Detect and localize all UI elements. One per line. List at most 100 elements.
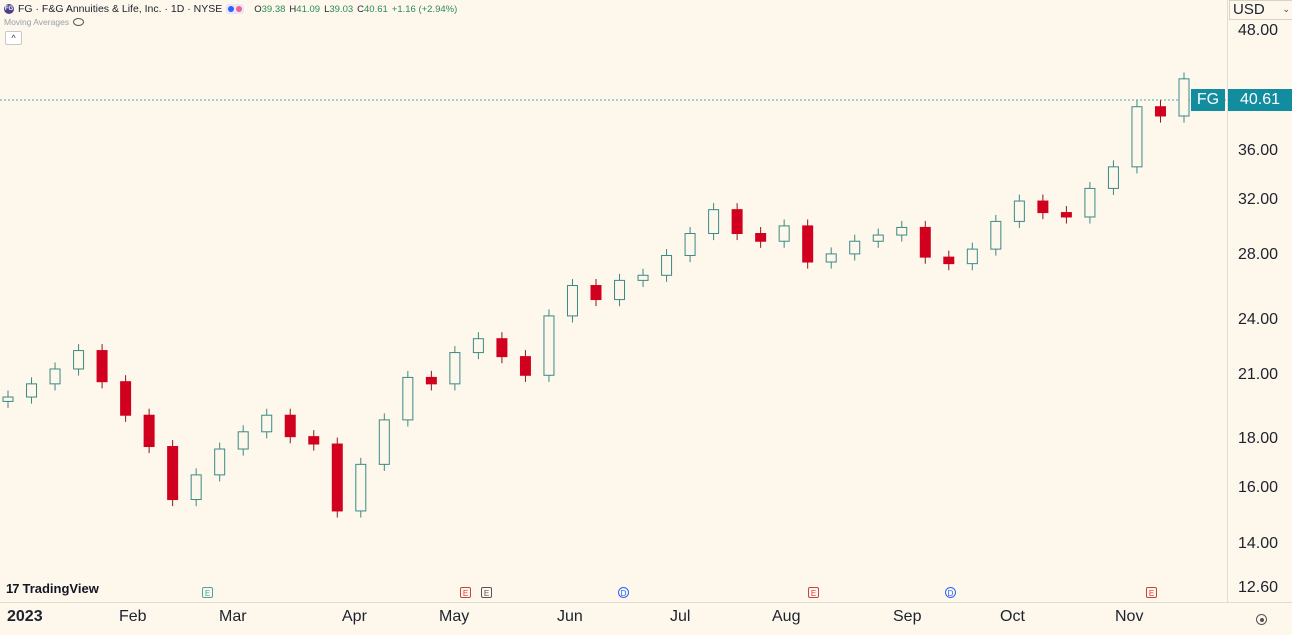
time-tick: Sep (893, 608, 922, 625)
earnings-marker[interactable]: E (1146, 587, 1157, 598)
indicator-label: Moving Averages (4, 17, 70, 27)
candle-down (120, 381, 132, 416)
candle-up (261, 414, 273, 433)
candle-down (1154, 106, 1166, 117)
candle-up (966, 248, 978, 265)
price-tick: 32.00 (1238, 191, 1279, 208)
candle-up (190, 474, 202, 501)
candle-down (331, 443, 343, 512)
legend-header: FG FG · F&G Annuities & Life, Inc. · 1D … (4, 2, 457, 16)
time-tick-year: 2023 (7, 608, 43, 625)
candle-up (637, 274, 649, 281)
candle-up (378, 419, 390, 465)
tradingview-wordmark: TradingView (22, 581, 99, 596)
price-tick: 48.00 (1238, 22, 1279, 39)
time-axis[interactable] (0, 602, 1292, 635)
time-tick: Aug (772, 608, 801, 625)
candle-down (308, 436, 320, 445)
tradingview-mark-icon: 17 (6, 581, 20, 596)
candle-up (990, 220, 1002, 250)
candlestick-plot[interactable] (0, 0, 1227, 602)
candle-up (566, 285, 578, 317)
candle-down (167, 446, 179, 501)
candle-up (1084, 187, 1096, 218)
candle-up (614, 279, 626, 301)
last-price-label: 40.61 (1228, 89, 1292, 111)
time-tick: Jun (557, 608, 583, 625)
collapse-legend-button[interactable]: ^ (5, 31, 22, 45)
earnings-marker[interactable]: E (202, 587, 213, 598)
chevron-down-icon: ⌄ (1282, 4, 1290, 14)
candle-up (825, 253, 837, 263)
earnings-marker[interactable]: E (808, 587, 819, 598)
candle-up (896, 226, 908, 236)
price-tick: 14.00 (1238, 535, 1279, 552)
dividend-marker[interactable]: D (945, 587, 956, 598)
price-tick: 18.00 (1238, 430, 1279, 447)
candle-up (237, 431, 249, 450)
tradingview-logo[interactable]: 17 TradingView (6, 581, 99, 596)
candle-up (73, 350, 85, 370)
price-tick: 16.00 (1238, 479, 1279, 496)
candle-down (1037, 200, 1049, 214)
symbol-title[interactable]: FG · F&G Annuities & Life, Inc. · 1D · N… (18, 3, 223, 15)
candle-up (49, 368, 61, 385)
candle-up (1107, 166, 1119, 189)
price-tick: 36.00 (1238, 142, 1279, 159)
candle-up (402, 376, 414, 421)
candle-up (1131, 106, 1143, 168)
candle-up (684, 233, 696, 257)
candle-up (472, 338, 484, 354)
dividend-marker[interactable]: D (618, 587, 629, 598)
candle-down (143, 414, 155, 448)
closed-icon (236, 6, 243, 12)
candle-up (449, 352, 461, 385)
candle-up (2, 396, 14, 402)
candle-up (1178, 78, 1190, 117)
currency-label: USD (1233, 1, 1265, 18)
candle-down (919, 226, 931, 258)
candle-up (355, 463, 367, 512)
price-axis[interactable] (1227, 0, 1292, 602)
time-tick: Nov (1115, 608, 1144, 625)
candle-down (496, 338, 508, 358)
time-tick: Oct (1000, 608, 1025, 625)
moon-icon (228, 6, 235, 12)
currency-selector[interactable]: USD ⌄ (1229, 0, 1292, 20)
candle-up (1013, 200, 1025, 222)
candle-up (849, 240, 861, 255)
time-tick: Jul (670, 608, 691, 625)
earnings-marker[interactable]: E (481, 587, 492, 598)
price-tick: 24.00 (1238, 311, 1279, 328)
price-tick: 12.60 (1238, 579, 1279, 596)
last-price-symbol-label: FG (1191, 89, 1225, 111)
candle-down (802, 225, 814, 263)
time-tick: May (439, 608, 470, 625)
indicator-row[interactable]: Moving Averages (4, 17, 85, 27)
candle-up (778, 225, 790, 242)
candle-down (425, 376, 437, 385)
symbol-logo: FG (4, 4, 14, 14)
price-tick: 28.00 (1238, 246, 1279, 263)
market-status-badge[interactable] (226, 4, 245, 14)
ohlc-values: O39.38 H41.09 L39.03 C40.61 +1.16 (+2.94… (254, 3, 458, 15)
earnings-marker[interactable]: E (460, 587, 471, 598)
time-tick: Mar (219, 608, 247, 625)
eye-hidden-icon[interactable] (73, 18, 85, 26)
candle-up (872, 234, 884, 242)
candle-down (96, 350, 108, 383)
candle-down (590, 285, 602, 301)
candle-down (1060, 212, 1072, 218)
time-tick: Feb (119, 608, 147, 625)
candle-up (26, 383, 38, 398)
candle-down (284, 414, 296, 438)
candle-down (519, 356, 531, 376)
candle-down (731, 209, 743, 235)
chart-pane[interactable] (0, 0, 1227, 602)
candle-up (708, 209, 720, 235)
candle-up (214, 448, 226, 476)
settings-icon[interactable] (1256, 614, 1267, 625)
candle-down (755, 233, 767, 242)
candle-down (943, 256, 955, 265)
candle-up (543, 315, 555, 376)
